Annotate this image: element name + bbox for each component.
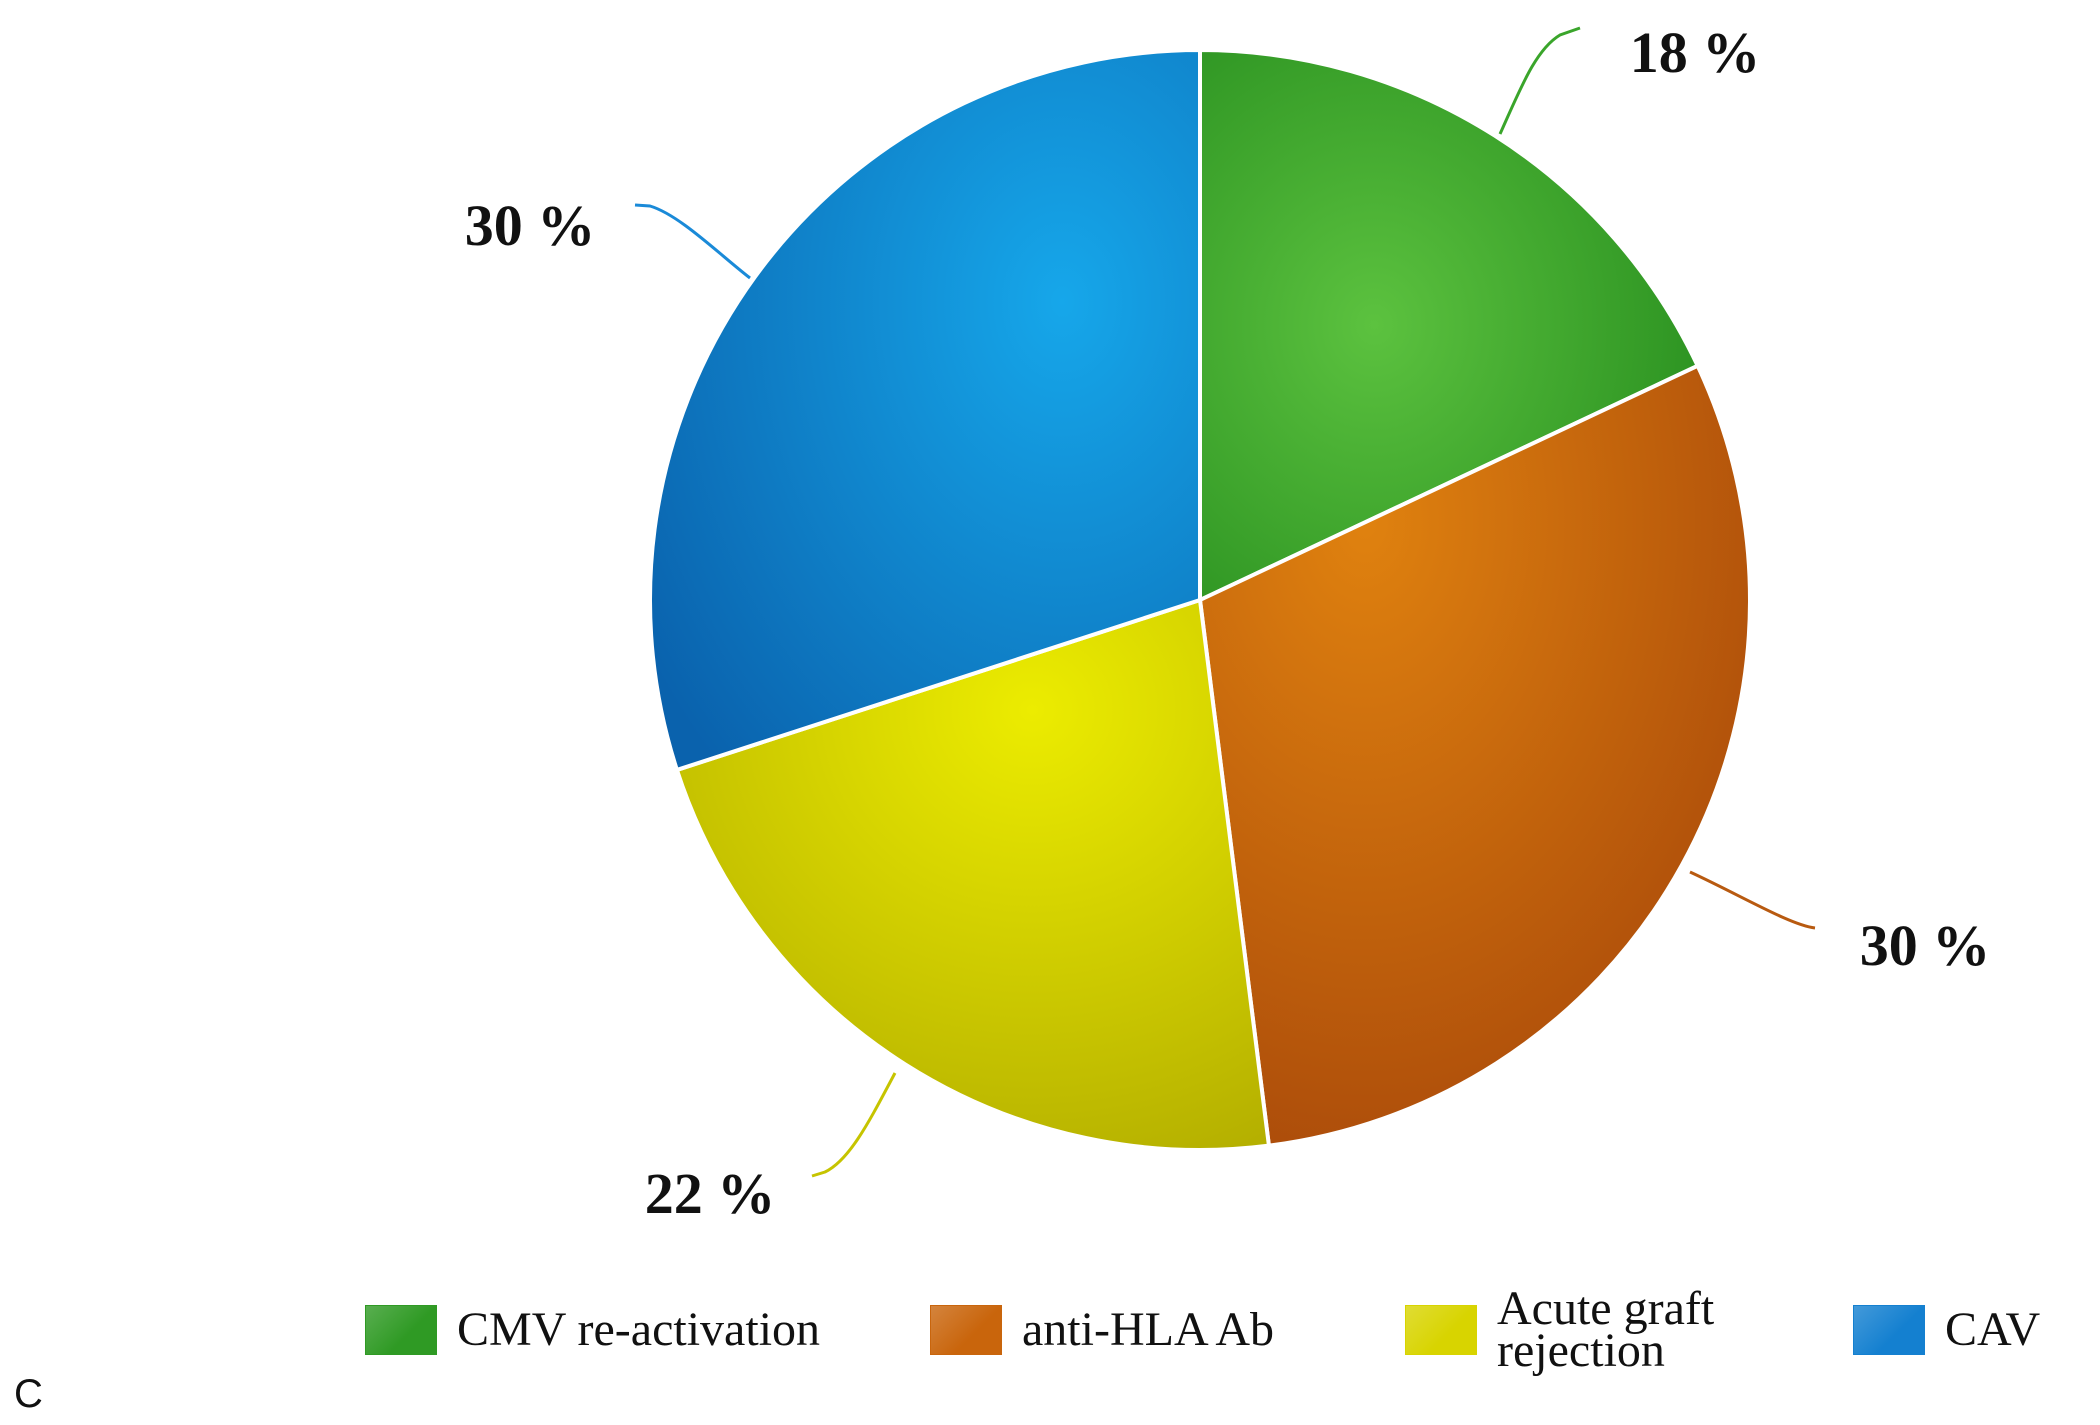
leader-line-1 bbox=[1498, 26, 1581, 135]
pie-slice-cmv-re-activation bbox=[1198, 48, 1700, 602]
legend-item-acute-graft-rejection: Acute graft rejection bbox=[1405, 1285, 1714, 1375]
pie-slice-anti-hla-ab bbox=[1198, 363, 1752, 1148]
leader-line-3 bbox=[811, 1072, 897, 1178]
slice-label-cav: 30 % bbox=[465, 193, 596, 258]
legend-item-cav: CAV bbox=[1853, 1285, 2040, 1375]
slice-labels: 18 % 30 % 22 % 30 % bbox=[465, 20, 1991, 1226]
leader-line-4 bbox=[634, 203, 751, 280]
pie-slice-acute-graft-rejection bbox=[674, 598, 1271, 1152]
legend-label-cmv-reactivation: CMV re-activation bbox=[457, 1303, 821, 1356]
pie-slices bbox=[648, 48, 1752, 1152]
legend-swatch-anti-hla-ab bbox=[930, 1305, 1002, 1355]
legend-swatch-acute-graft-rejection bbox=[1405, 1305, 1477, 1355]
legend-swatch-cmv-reactivation bbox=[365, 1305, 437, 1355]
legend-label-cav: CAV bbox=[1945, 1303, 2041, 1356]
leader-lines bbox=[634, 26, 1816, 1178]
legend-swatch-cav bbox=[1853, 1305, 1925, 1355]
legend-label-acute-graft-rejection: Acute graft rejection bbox=[1497, 1282, 1715, 1377]
pie-slice-cav bbox=[648, 48, 1202, 772]
legend-label-anti-hla-ab: anti-HLA Ab bbox=[1022, 1303, 1274, 1356]
panel-letter: C bbox=[14, 1372, 43, 1416]
legend: CMV re-activation anti-HLA Ab Acute graf… bbox=[0, 1285, 2100, 1395]
slice-label-acute-graft-rejection: 22 % bbox=[645, 1161, 776, 1226]
slice-label-cmv-re-activation: 18 % bbox=[1630, 20, 1761, 85]
legend-item-anti-hla-ab: anti-HLA Ab bbox=[930, 1285, 1274, 1375]
legend-item-cmv-reactivation: CMV re-activation bbox=[365, 1285, 820, 1375]
leader-line-2 bbox=[1689, 870, 1816, 930]
slice-label-anti-hla-ab: 30 % bbox=[1860, 913, 1991, 978]
